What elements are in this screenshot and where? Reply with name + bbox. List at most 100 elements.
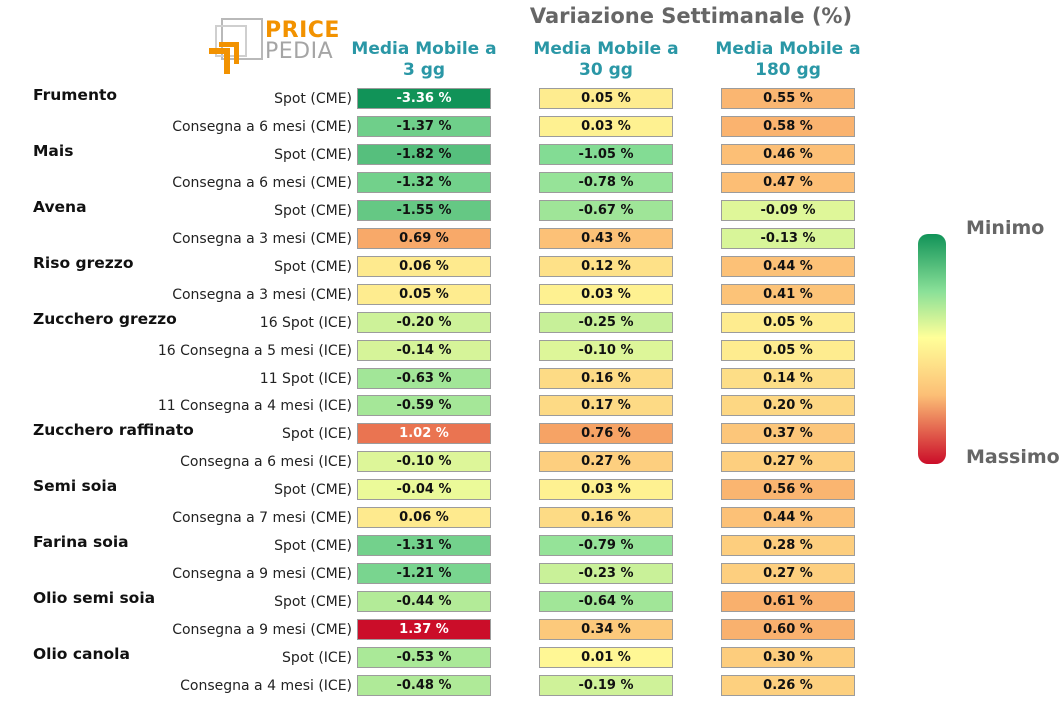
- row-label: Spot (CME): [274, 594, 352, 611]
- row-label: Spot (CME): [274, 91, 352, 107]
- heatmap-cell: 0.61 %: [721, 591, 855, 613]
- logo-bar-horizontal-2: [219, 42, 239, 47]
- heatmap-cell: 0.37 %: [721, 423, 855, 445]
- heatmap-cell: 0.60 %: [721, 619, 855, 641]
- pricepedia-logo: PRICE PEDIA: [207, 18, 340, 76]
- row-label: Spot (CME): [274, 482, 352, 499]
- heatmap-cell: 0.03 %: [539, 115, 673, 137]
- group-label: Zucchero raffinato: [33, 421, 194, 440]
- heatmap-cell: 0.55 %: [721, 88, 855, 109]
- heatmap-cell: 0.76 %: [539, 423, 673, 445]
- group-label: Frumento: [33, 86, 118, 104]
- heatmap-cell: -0.67 %: [539, 199, 673, 221]
- logo-bar-horizontal: [209, 48, 230, 54]
- heatmap-cell: -1.82 %: [357, 143, 491, 165]
- heatmap-cell: -0.59 %: [357, 395, 491, 417]
- chart-title: Variazione Settimanale (%): [529, 4, 853, 28]
- row-label: Consegna a 3 mesi (CME): [172, 230, 352, 247]
- heatmap-cell: -0.23 %: [539, 563, 673, 585]
- logo-square-inner: [215, 25, 247, 57]
- heatmap-cell: 0.03 %: [539, 479, 673, 501]
- row-label: Consegna a 9 mesi (CME): [172, 566, 352, 583]
- heatmap-cell: -0.78 %: [539, 171, 673, 193]
- heatmap-cell: -1.31 %: [357, 535, 491, 557]
- heatmap-cell: 0.20 %: [721, 395, 855, 417]
- heatmap-cell: 0.05 %: [721, 339, 855, 361]
- row-label: Consegna a 6 mesi (CME): [172, 174, 352, 191]
- heatmap-cell: -0.20 %: [357, 311, 491, 333]
- heatmap-cell: -0.10 %: [539, 339, 673, 361]
- row-label: 11 Consegna a 4 mesi (ICE): [157, 398, 352, 415]
- logo-word-pedia: PEDIA: [265, 39, 334, 64]
- heatmap-cell: -0.48 %: [357, 674, 491, 696]
- column-header-3: Media Mobile a 180 gg: [715, 39, 861, 80]
- heatmap-cell: 1.37 %: [357, 619, 491, 641]
- heatmap-cell: -0.63 %: [357, 367, 491, 389]
- heatmap-cell: 0.03 %: [539, 283, 673, 305]
- heatmap-cell: -0.64 %: [539, 591, 673, 613]
- heatmap-cell: -0.25 %: [539, 311, 673, 333]
- row-label: Spot (CME): [274, 258, 352, 275]
- group-label: Mais: [33, 141, 74, 160]
- heatmap-cell: 0.41 %: [721, 283, 855, 305]
- row-label: Consegna a 6 mesi (ICE): [180, 454, 352, 471]
- heatmap-cell: 0.56 %: [721, 479, 855, 501]
- group-label: Semi soia: [33, 477, 118, 496]
- heatmap-cell: 0.17 %: [539, 395, 673, 417]
- heatmap-cell: -1.37 %: [357, 115, 491, 137]
- heatmap-cell: -0.04 %: [357, 479, 491, 501]
- heatmap-cell: 0.34 %: [539, 619, 673, 641]
- heatmap-cell: 0.14 %: [721, 367, 855, 389]
- heatmap-cell: 0.43 %: [539, 227, 673, 249]
- row-label: 11 Spot (ICE): [259, 370, 352, 387]
- logo-bar-vertical-2: [234, 42, 239, 64]
- row-label: 16 Consegna a 5 mesi (ICE): [157, 342, 352, 359]
- heatmap-cell: 0.27 %: [721, 563, 855, 585]
- heatmap-cell: 0.27 %: [539, 451, 673, 473]
- row-label: Spot (CME): [274, 538, 352, 555]
- row-label: Spot (ICE): [282, 650, 352, 666]
- logo-square-outer: [221, 18, 263, 60]
- heatmap-cell: 0.58 %: [721, 115, 855, 137]
- heatmap-cell: -0.19 %: [539, 674, 673, 696]
- heatmap-cell: 0.28 %: [721, 535, 855, 557]
- heatmap-cell: -0.44 %: [357, 591, 491, 613]
- row-label: Consegna a 4 mesi (ICE): [180, 677, 352, 694]
- row-label: Consegna a 9 mesi (CME): [172, 622, 352, 639]
- heatmap-cell: 0.01 %: [539, 647, 673, 668]
- heatmap-cell: 0.16 %: [539, 367, 673, 389]
- heatmap-cell: -1.21 %: [357, 563, 491, 585]
- heatmap-cell: -0.10 %: [357, 451, 491, 473]
- heatmap-cell: 0.46 %: [721, 143, 855, 165]
- group-label: Zucchero grezzo: [33, 309, 177, 328]
- heatmap-cell: 0.27 %: [721, 451, 855, 473]
- heatmap-cell: -0.09 %: [721, 199, 855, 221]
- heatmap-cell: -3.36 %: [357, 88, 491, 109]
- row-label: 16 Spot (ICE): [259, 314, 352, 331]
- heatmap-cell: 0.30 %: [721, 647, 855, 668]
- heatmap-cell: 0.69 %: [357, 227, 491, 249]
- logo-bar-vertical: [224, 48, 230, 74]
- column-header-2: Media Mobile a 30 gg: [533, 39, 679, 80]
- heatmap-cell: 0.05 %: [539, 88, 673, 109]
- row-label: Consegna a 7 mesi (CME): [172, 510, 352, 527]
- heatmap-cell: -1.32 %: [357, 171, 491, 193]
- heatmap-cell: 0.26 %: [721, 674, 855, 696]
- row-label: Spot (CME): [274, 202, 352, 219]
- row-label: Spot (ICE): [282, 426, 352, 443]
- group-label: Olio canola: [33, 645, 130, 663]
- row-label: Consegna a 6 mesi (CME): [172, 118, 352, 135]
- heatmap-cell: -1.55 %: [357, 199, 491, 221]
- heatmap-cell: -0.13 %: [721, 227, 855, 249]
- group-label: Farina soia: [33, 533, 129, 552]
- row-label: Consegna a 3 mesi (CME): [172, 286, 352, 303]
- heatmap-cell: -0.53 %: [357, 647, 491, 668]
- heatmap-cell: 0.16 %: [539, 507, 673, 529]
- heatmap-cell: -0.14 %: [357, 339, 491, 361]
- heatmap-cell: 0.47 %: [721, 171, 855, 193]
- heatmap-cell: 0.05 %: [721, 311, 855, 333]
- logo-word-price: PRICE: [265, 18, 340, 43]
- group-label: Riso grezzo: [33, 253, 134, 272]
- heatmap-cell: -1.05 %: [539, 143, 673, 165]
